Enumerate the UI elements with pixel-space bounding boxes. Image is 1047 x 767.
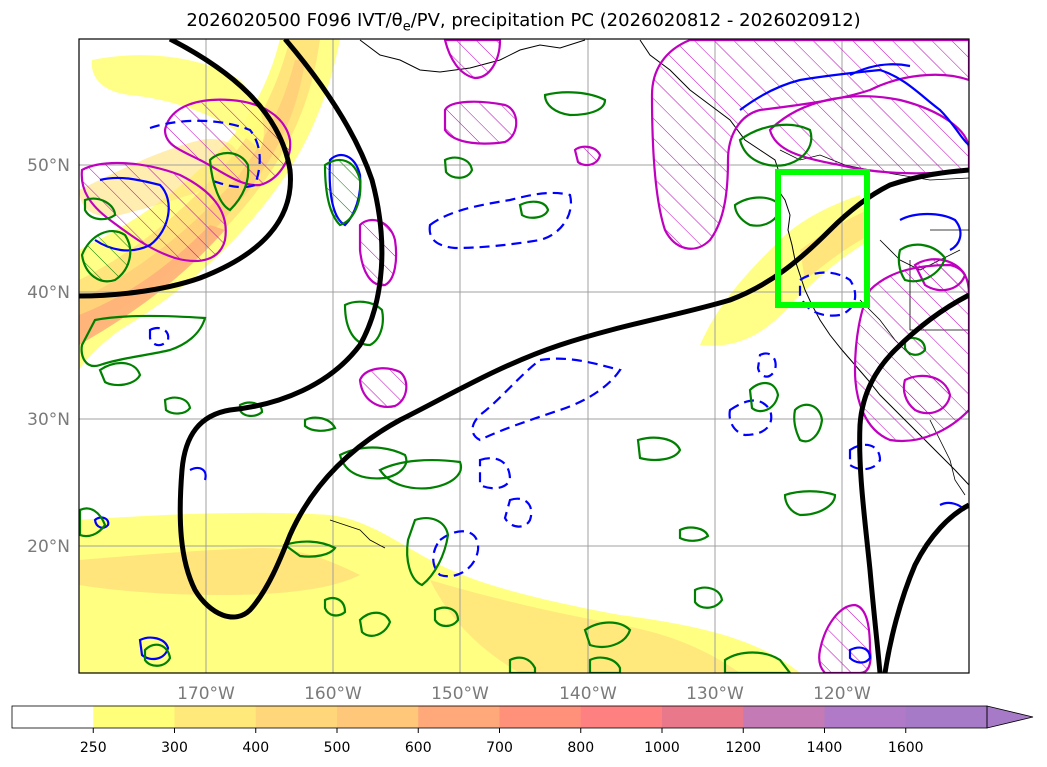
lon-tick-label: 160°W	[304, 684, 362, 704]
colorbar-tick-label: 1200	[725, 740, 761, 756]
lon-tick-label: 130°W	[686, 684, 744, 704]
gridlines	[79, 39, 969, 673]
colorbar: 250 300 400 500 600 700 800 1000 1200 1400 1600	[11, 705, 1034, 756]
lon-tick-label: 120°W	[813, 684, 871, 704]
colorbar-tick-label: 500	[324, 740, 351, 756]
hatched-regions	[80, 39, 969, 673]
colorbar-tick-label: 1600	[888, 740, 924, 756]
colorbar-segment	[824, 706, 907, 728]
lat-tick-labels: 50°N 40°N 30°N 20°N	[27, 156, 70, 557]
colorbar-tick-label: 400	[242, 740, 269, 756]
colorbar-segment	[743, 706, 825, 728]
colorbar-segment	[499, 706, 582, 728]
colorbar-extend-arrow	[986, 705, 1034, 729]
colorbar-segment	[174, 706, 257, 728]
colorbar-tick-label: 250	[80, 740, 107, 756]
colorbar-segment	[418, 706, 500, 728]
colorbar-segment	[580, 706, 663, 728]
colorbar-segment	[337, 706, 419, 728]
colorbar-tick-label: 1000	[644, 740, 680, 756]
colorbar-segment	[12, 706, 94, 728]
colorbar-tick-label: 1400	[807, 740, 843, 756]
precip-contours	[79, 91, 947, 673]
colorbar-segment	[255, 706, 338, 728]
colorbar-segment	[662, 706, 744, 728]
lon-tick-label: 140°W	[559, 684, 617, 704]
map-frame	[78, 38, 970, 674]
lat-tick-label: 50°N	[27, 156, 70, 176]
lat-tick-label: 20°N	[27, 537, 70, 557]
lon-tick-labels: 170°W 160°W 150°W 140°W 130°W 120°W	[177, 684, 871, 704]
lon-tick-label: 170°W	[177, 684, 235, 704]
colorbar-tick-label: 300	[161, 740, 188, 756]
lat-tick-label: 40°N	[27, 283, 70, 303]
lon-tick-label: 150°W	[431, 684, 489, 704]
colorbar-segment	[93, 706, 175, 728]
map-area	[79, 39, 969, 673]
colorbar-tick-label: 800	[567, 740, 594, 756]
colorbar-tick-label: 600	[405, 740, 432, 756]
lat-tick-label: 30°N	[27, 410, 70, 430]
colorbar-tick-label: 700	[486, 740, 513, 756]
highlight-box	[775, 169, 870, 308]
colorbar-segment	[905, 706, 988, 728]
figure-title: 2026020500 F096 IVT/θe/PV, precipitation…	[186, 10, 861, 35]
